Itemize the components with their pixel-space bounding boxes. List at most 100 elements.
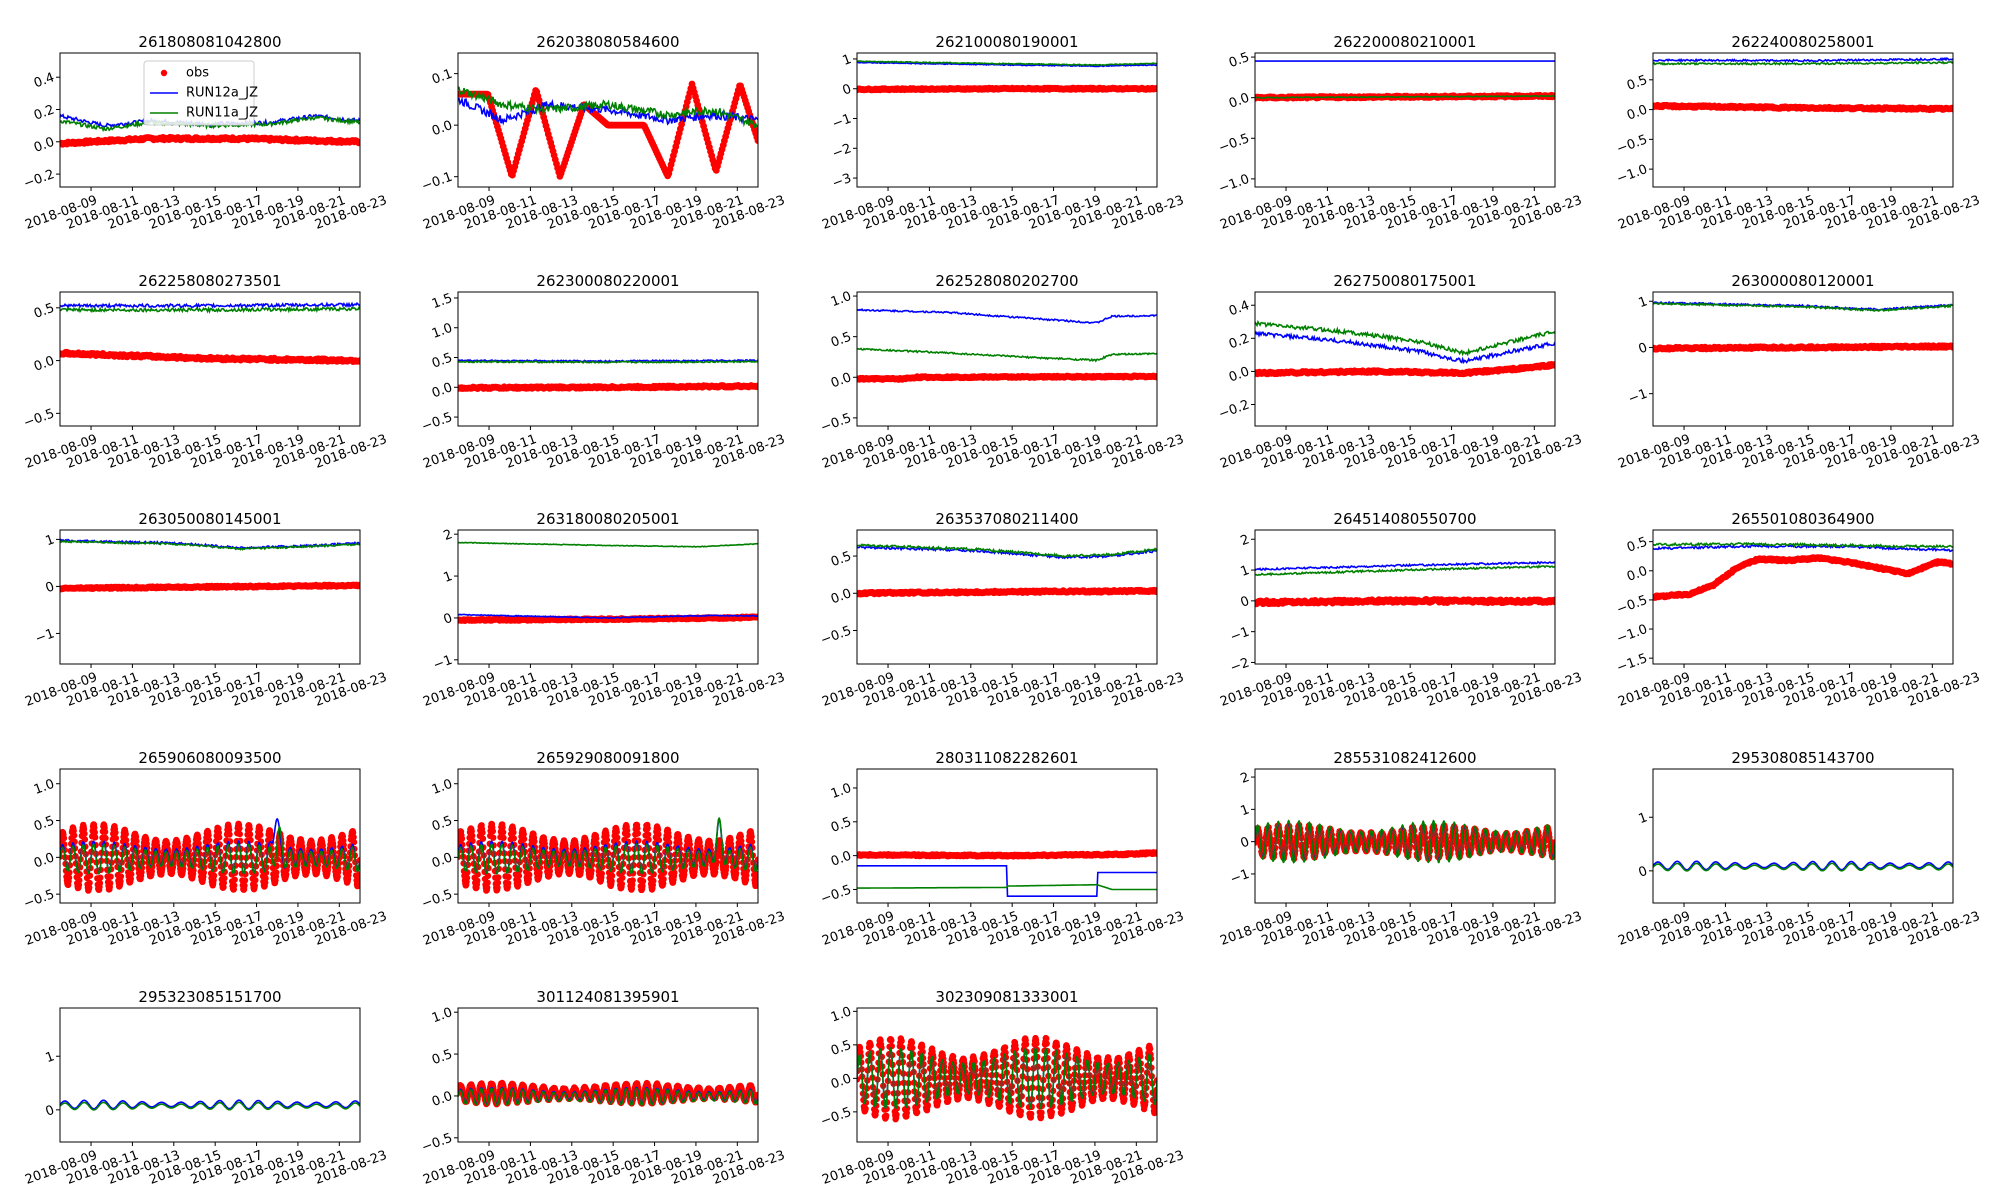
subplot-262300080220001: 262300080220001−0.50.00.51.01.52018-08-0… (420, 272, 787, 472)
obs-point (91, 829, 99, 836)
obs-point (1153, 373, 1157, 381)
obs-point (205, 831, 212, 839)
obs-point (246, 831, 254, 838)
obs-point (273, 869, 280, 876)
obs-point (210, 872, 218, 879)
obs-point (288, 841, 295, 848)
subplot-263537080211400: 263537080211400−0.50.00.52018-08-092018-… (819, 510, 1186, 710)
y-tick-label: 0.5 (1227, 50, 1252, 71)
series-RUN11a_JZ (857, 543, 1157, 559)
obs-point (86, 879, 93, 887)
y-tick-label: 1.0 (829, 289, 854, 310)
subplot-title: 262100080190001 (935, 33, 1078, 51)
obs-point (262, 875, 269, 882)
y-tick-label: −1 (431, 653, 454, 674)
y-tick-label: −2 (1228, 655, 1251, 676)
series-RUN11a_JZ (857, 347, 1157, 363)
y-tick-label: −0.5 (1615, 132, 1650, 157)
obs-point (92, 834, 99, 841)
y-tick-label: −1.0 (1615, 162, 1650, 187)
y-tick-label: 0.0 (430, 380, 455, 401)
y-tick-label: 0.5 (430, 350, 455, 371)
obs-point (236, 830, 243, 838)
subplot-title: 262258080273501 (138, 272, 281, 290)
obs-point (60, 835, 68, 842)
subplot-title: 262528080202700 (935, 272, 1078, 290)
series-RUN11a_JZ (857, 60, 1157, 67)
obs-point (1949, 105, 1953, 113)
subplot-262240080258001: 262240080258001−1.0−0.50.00.52018-08-092… (1615, 33, 1982, 233)
axes-frame (856, 291, 1158, 427)
series-obs (857, 84, 1157, 94)
y-tick-label: 0.0 (1227, 364, 1252, 385)
series-RUN11a_JZ (1255, 94, 1555, 99)
y-tick-label: 2 (442, 527, 455, 544)
series-obs (1255, 361, 1555, 378)
series-RUN12a_JZ (857, 307, 1157, 324)
y-tick-label: −0.5 (1217, 131, 1252, 156)
series-obs (857, 586, 1157, 598)
y-tick-label: 0 (1637, 340, 1650, 357)
y-tick-label: −1.5 (1615, 651, 1650, 676)
y-tick-label: −0.5 (819, 623, 854, 648)
obs-point (283, 871, 290, 878)
obs-point (1551, 598, 1555, 606)
axes-frame (59, 52, 361, 188)
obs-point (231, 882, 238, 889)
subplot-262038080584600: 262038080584600−0.10.00.12018-08-092018-… (420, 33, 787, 233)
subplot-262100080190001: 262100080190001−3−2−1012018-08-092018-08… (820, 33, 1186, 233)
subplot-title: 262200080210001 (1333, 33, 1476, 51)
legend-label: RUN11a_JZ (186, 106, 258, 121)
y-tick-label: 0.0 (1625, 103, 1650, 124)
obs-point (117, 873, 125, 880)
series-RUN12a_JZ (458, 358, 758, 363)
obs-point (107, 880, 114, 887)
series-RUN12a_JZ (857, 545, 1157, 560)
series-RUN12a_JZ (60, 301, 360, 310)
obs-point (1153, 588, 1157, 595)
y-tick-label: −1 (1626, 387, 1649, 408)
y-tick-label: 0.0 (829, 586, 854, 607)
y-tick-label: 1 (1637, 294, 1650, 311)
obs-point (117, 878, 124, 885)
subplot-263000080120001: 263000080120001−1012018-08-092018-08-112… (1616, 272, 1982, 472)
y-tick-label: 0.4 (32, 70, 57, 91)
legend-label: RUN12a_JZ (186, 86, 258, 101)
y-tick-label: 2 (1239, 532, 1252, 549)
y-tick-label: −1.0 (1217, 172, 1252, 197)
obs-point (1949, 344, 1953, 351)
obs-point (75, 881, 83, 889)
series-RUN12a_JZ (458, 613, 758, 620)
series-obs (60, 581, 360, 593)
obs-point (127, 875, 134, 883)
axes-frame (59, 291, 361, 427)
y-tick-label: 0 (442, 611, 455, 628)
subplot-title: 261808081042800 (138, 33, 281, 51)
subplot-title: 262038080584600 (536, 33, 679, 51)
subplot-262750080175001: 262750080175001−0.20.00.20.42018-08-0920… (1217, 272, 1584, 472)
y-tick-label: −0.1 (420, 170, 455, 195)
obs-point (164, 841, 171, 848)
obs-point (216, 834, 223, 841)
y-tick-label: 0.0 (1227, 91, 1252, 112)
y-tick-label: −0.2 (1217, 397, 1252, 422)
obs-point (205, 836, 213, 844)
series-RUN11a_JZ (1653, 60, 1953, 66)
obs-point (256, 826, 264, 834)
series-obs (857, 372, 1157, 383)
obs-point (220, 879, 228, 887)
series-RUN11a_JZ (60, 114, 360, 133)
axes-frame (457, 52, 759, 188)
subplot-263180080205001: 263180080205001−10122018-08-092018-08-11… (421, 510, 787, 710)
subplot-262258080273501: 262258080273501−0.50.00.52018-08-092018-… (22, 272, 389, 472)
obs-point (91, 824, 98, 831)
y-tick-label: −3 (830, 171, 853, 192)
obs-point (754, 137, 758, 144)
subplot-title: 263050080145001 (138, 510, 281, 528)
y-tick-label: 0 (44, 579, 57, 596)
obs-point (241, 877, 249, 884)
axes-frame (1254, 529, 1556, 665)
obs-point (122, 831, 129, 838)
y-tick-label: 1.0 (430, 321, 455, 342)
